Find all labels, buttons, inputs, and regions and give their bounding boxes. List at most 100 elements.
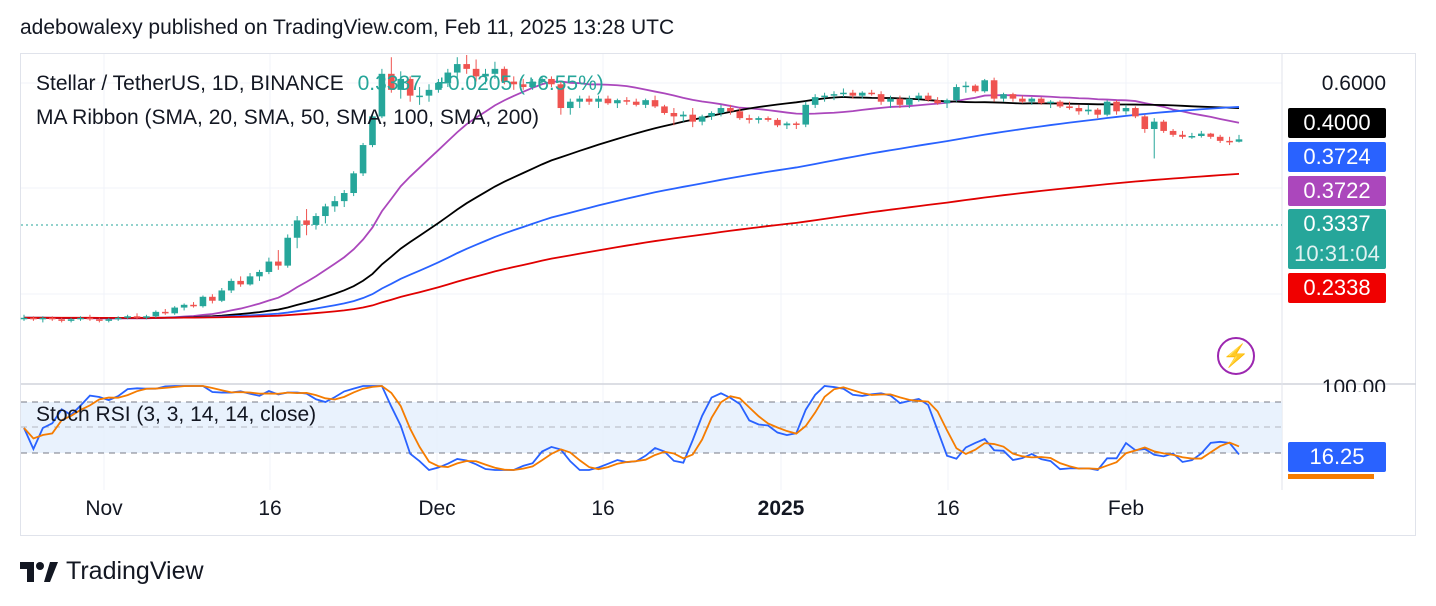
candle-body bbox=[689, 114, 697, 122]
candle-body bbox=[1075, 108, 1083, 112]
price-axis-0.6000: 0.6000 bbox=[1321, 72, 1386, 95]
candle-body bbox=[510, 81, 518, 85]
candle-body bbox=[284, 237, 292, 266]
candle-body bbox=[105, 319, 113, 321]
x-tick-feb: Feb bbox=[1107, 497, 1145, 520]
candle-body bbox=[585, 98, 593, 102]
candle-body bbox=[39, 317, 47, 320]
candle-body bbox=[840, 92, 847, 95]
candle-body bbox=[124, 316, 131, 318]
candle-body bbox=[1085, 109, 1092, 112]
candle-body bbox=[887, 98, 894, 102]
legend-ma-ribbon[interactable]: MA Ribbon (SMA, 20, SMA, 50, SMA, 100, S… bbox=[36, 106, 540, 129]
candle-body bbox=[661, 106, 668, 113]
candle-body bbox=[275, 261, 282, 266]
candle-body bbox=[1056, 101, 1064, 107]
candle-body bbox=[1235, 139, 1243, 142]
candle-body bbox=[632, 101, 640, 105]
candle-body bbox=[444, 72, 452, 83]
candle-body bbox=[406, 78, 414, 96]
candle-body bbox=[538, 78, 546, 82]
footer: TradingView bbox=[20, 557, 204, 586]
stoch-axis-100: 100.00 bbox=[1321, 376, 1386, 392]
candle-body bbox=[190, 304, 197, 307]
candle-body bbox=[218, 290, 226, 301]
x-tick-16-nov: 16 bbox=[258, 497, 282, 520]
candles bbox=[20, 55, 1243, 323]
chart-frame[interactable] bbox=[20, 53, 1416, 536]
candle-body bbox=[58, 319, 65, 321]
candle-body bbox=[934, 100, 941, 104]
candle-body bbox=[519, 84, 527, 88]
candle-body bbox=[199, 296, 207, 307]
lightning-icon[interactable]: ⚡ bbox=[1217, 337, 1255, 375]
candle-body bbox=[1216, 136, 1224, 141]
x-tick-16-dec: 16 bbox=[591, 497, 615, 520]
stoch-d-line bbox=[23, 385, 1240, 471]
candle-body bbox=[548, 78, 555, 85]
candle-body bbox=[416, 95, 423, 98]
candle-body bbox=[491, 68, 499, 74]
candle-body bbox=[482, 73, 489, 77]
footer-brand: TradingView bbox=[66, 557, 204, 585]
candle-body bbox=[793, 123, 800, 125]
candle-body bbox=[1028, 98, 1036, 102]
candle-body bbox=[1019, 98, 1026, 102]
legend-symbol[interactable]: Stellar / TetherUS, 1D, BINANCE 0.3337 +… bbox=[36, 72, 604, 96]
candle-body bbox=[435, 82, 442, 90]
candle-body bbox=[67, 319, 75, 321]
sma50-line bbox=[23, 96, 1240, 319]
candle-body bbox=[1160, 121, 1167, 131]
candle-body bbox=[1094, 109, 1102, 115]
candle-body bbox=[1226, 140, 1233, 143]
candle-body bbox=[143, 316, 150, 318]
candle-body bbox=[369, 116, 376, 146]
candle-body bbox=[924, 95, 932, 101]
symbol-label: Stellar / TetherUS, 1D, BINANCE bbox=[36, 72, 344, 95]
candle-body bbox=[830, 94, 838, 96]
candle-body bbox=[1188, 136, 1196, 138]
candle-body bbox=[745, 118, 753, 120]
candle-body bbox=[1113, 101, 1120, 112]
candle-body bbox=[293, 220, 301, 238]
candle-body bbox=[623, 100, 631, 102]
candle-body bbox=[604, 98, 612, 104]
candle-body bbox=[1169, 130, 1177, 135]
candle-body bbox=[727, 108, 734, 112]
legend-stoch-rsi[interactable]: Stoch RSI (3, 3, 14, 14, close) bbox=[36, 403, 317, 426]
countdown-timer: 10:31:04 bbox=[1294, 241, 1380, 266]
candle-body bbox=[340, 193, 348, 202]
candle-body bbox=[501, 68, 508, 82]
candle-body bbox=[680, 114, 687, 117]
candle-body bbox=[359, 145, 367, 174]
candle-body bbox=[595, 98, 602, 102]
candle-body bbox=[312, 216, 320, 225]
tag-stoch-k: 16.25 bbox=[1288, 442, 1386, 472]
candle-body bbox=[755, 118, 762, 120]
legend-change: +0.0205 (+6.55%) bbox=[435, 72, 604, 95]
candle-body bbox=[1179, 134, 1186, 137]
candle-body bbox=[152, 311, 160, 317]
candle-body bbox=[953, 87, 960, 101]
candle-body bbox=[821, 95, 828, 98]
candle-body bbox=[1122, 108, 1130, 112]
candle-body bbox=[331, 201, 339, 207]
candle-body bbox=[237, 280, 244, 285]
candle-body bbox=[783, 123, 791, 126]
x-tick-nov: Nov bbox=[85, 497, 123, 520]
candle-body bbox=[86, 317, 94, 320]
last-price-value: 0.3337 bbox=[1303, 211, 1371, 236]
candle-body bbox=[30, 317, 37, 320]
candle-body bbox=[133, 316, 141, 318]
candle-body bbox=[670, 112, 678, 117]
candle-body bbox=[161, 311, 169, 314]
candle-body bbox=[981, 80, 988, 92]
candle-body bbox=[642, 100, 649, 105]
candle-body bbox=[915, 95, 923, 99]
candle-body bbox=[77, 317, 84, 320]
candle-body bbox=[651, 100, 659, 107]
candle-body bbox=[1066, 106, 1073, 109]
candle-body bbox=[764, 118, 772, 120]
candle-body bbox=[1198, 133, 1205, 137]
